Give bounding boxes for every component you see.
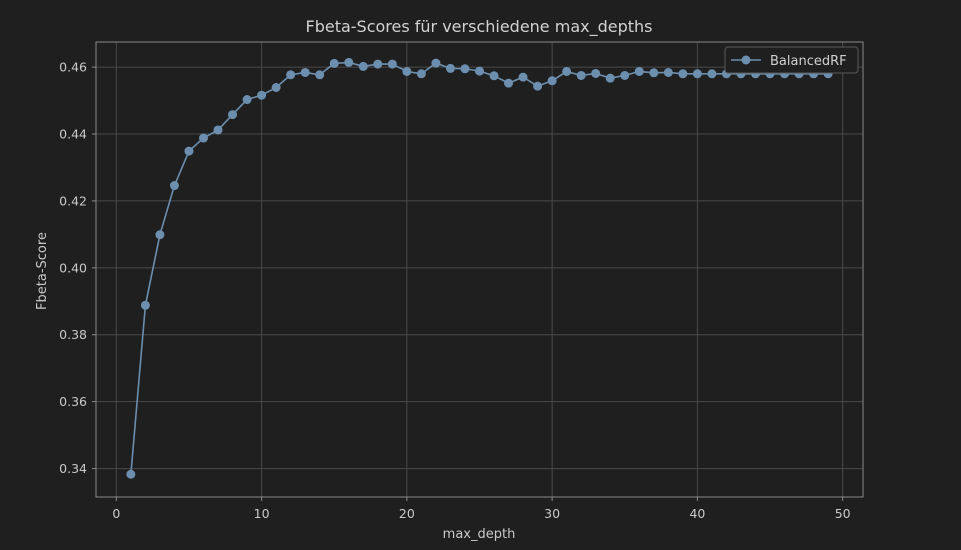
data-point bbox=[475, 66, 484, 76]
data-point bbox=[257, 90, 267, 100]
data-point bbox=[431, 58, 441, 68]
x-tick-label: 0 bbox=[112, 506, 120, 521]
y-tick-label: 0.46 bbox=[59, 60, 87, 75]
y-tick-label: 0.34 bbox=[59, 461, 87, 476]
data-point bbox=[504, 78, 514, 88]
data-point bbox=[547, 76, 557, 86]
legend-marker bbox=[741, 55, 751, 65]
y-tick-label: 0.38 bbox=[59, 327, 87, 342]
data-point bbox=[620, 70, 630, 80]
legend: BalancedRF bbox=[724, 46, 859, 74]
data-point bbox=[416, 69, 426, 79]
data-point bbox=[402, 66, 412, 76]
data-point bbox=[489, 71, 499, 81]
data-point bbox=[315, 70, 325, 80]
data-point bbox=[242, 95, 252, 105]
data-point bbox=[271, 83, 281, 92]
data-point bbox=[373, 59, 383, 69]
x-tick-label: 10 bbox=[254, 506, 270, 521]
data-point bbox=[445, 63, 455, 73]
plot-frame bbox=[95, 41, 864, 498]
x-axis-label: max_depth bbox=[443, 527, 516, 542]
x-tick-label: 50 bbox=[835, 506, 851, 521]
data-point bbox=[634, 66, 644, 76]
data-point bbox=[329, 58, 339, 68]
data-point bbox=[228, 110, 238, 120]
data-point bbox=[213, 125, 223, 135]
data-point bbox=[184, 146, 194, 156]
data-point bbox=[126, 469, 136, 479]
data-point bbox=[300, 67, 310, 77]
data-point bbox=[663, 67, 673, 77]
data-point bbox=[358, 61, 368, 71]
data-point bbox=[605, 73, 615, 83]
data-point bbox=[140, 300, 150, 310]
y-axis-label: Fbeta-Score bbox=[35, 232, 50, 310]
data-point bbox=[576, 70, 586, 80]
data-point bbox=[591, 68, 601, 78]
data-point bbox=[707, 69, 717, 79]
y-tick-label: 0.42 bbox=[59, 193, 87, 208]
legend-entry-balancedrf: BalancedRF bbox=[770, 54, 847, 69]
x-tick-label: 30 bbox=[544, 506, 560, 521]
data-point bbox=[562, 66, 572, 76]
data-point bbox=[344, 57, 354, 67]
data-point bbox=[460, 64, 470, 74]
y-tick-label: 0.40 bbox=[59, 260, 87, 275]
data-point bbox=[198, 133, 208, 143]
data-point bbox=[387, 59, 397, 69]
y-tick-label: 0.44 bbox=[59, 127, 87, 142]
legend-box bbox=[724, 46, 859, 74]
data-point bbox=[533, 81, 543, 91]
data-point bbox=[169, 181, 179, 191]
data-point bbox=[692, 69, 702, 79]
ticks: 0 10 20 30 40 50 0.34 0.36 0.38 0.40 0.42 0.44 0.46 bbox=[59, 60, 851, 521]
data-point bbox=[286, 70, 296, 80]
x-tick-label: 40 bbox=[689, 506, 705, 521]
chart-title: Fbeta-Scores für verschiedene max_depths bbox=[305, 17, 652, 37]
data-point bbox=[649, 68, 659, 78]
y-tick-label: 0.36 bbox=[59, 394, 87, 409]
data-point bbox=[518, 72, 528, 82]
data-point bbox=[155, 230, 165, 240]
data-point bbox=[678, 69, 688, 79]
x-tick-label: 20 bbox=[399, 506, 415, 521]
